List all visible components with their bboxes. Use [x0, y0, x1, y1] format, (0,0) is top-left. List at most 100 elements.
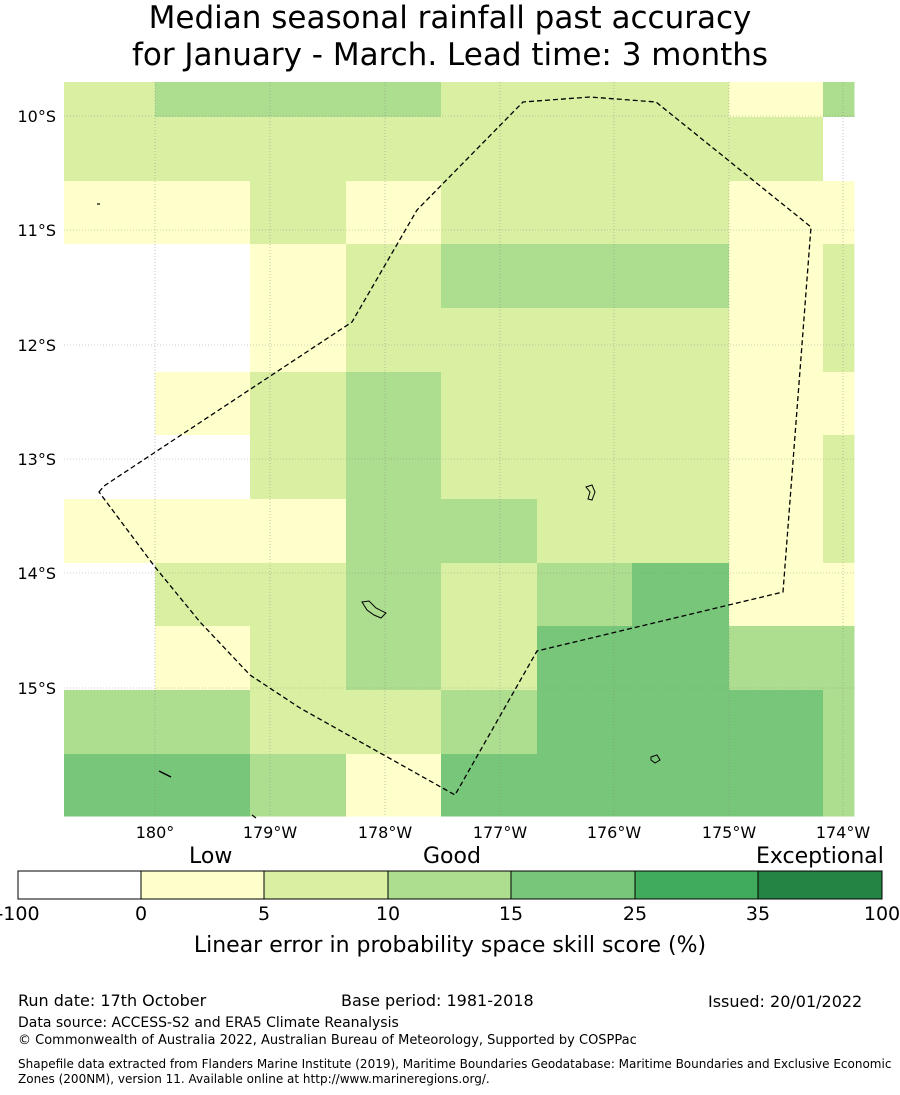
- grid-cell: [155, 563, 251, 627]
- grid-cell: [346, 372, 442, 436]
- colorbar-segment: [387, 870, 512, 900]
- grid-cell: [155, 308, 251, 373]
- grid-cell: [250, 372, 347, 436]
- grid-cell: [729, 435, 824, 500]
- longitude-label: 178°W: [358, 823, 413, 840]
- grid-cell: [64, 244, 156, 309]
- island-outline: [251, 814, 257, 819]
- grid-cell: [729, 117, 824, 182]
- colorbar-word-low: Low: [189, 844, 233, 869]
- colorbar-tick-label: 15: [498, 903, 524, 925]
- grid-cell: [823, 499, 855, 564]
- latitude-labels: 10°S 11°S 12°S 13°S 14°S 15°S: [17, 107, 56, 698]
- longitude-label: 180°: [136, 823, 175, 840]
- grid-cell: [250, 82, 347, 118]
- grid-cell: [155, 499, 251, 564]
- grid-cell: [537, 563, 633, 627]
- grid-cell: [441, 754, 538, 817]
- base-period: Base period: 1981-2018: [341, 991, 534, 1010]
- grid-cell: [823, 626, 855, 691]
- grid-cell: [823, 181, 855, 245]
- grid-cell: [64, 372, 156, 436]
- grid-cell: [729, 690, 824, 755]
- grid-cell: [823, 563, 855, 627]
- grid-cell: [632, 117, 730, 182]
- grid-cell: [729, 308, 824, 373]
- colorbar-word-exceptional: Exceptional: [756, 844, 884, 869]
- grid-cell: [537, 372, 633, 436]
- grid-cell: [729, 754, 824, 817]
- colorbar-tick-label: 100: [863, 903, 900, 925]
- longitude-label: 176°W: [587, 823, 642, 840]
- skill-grid: [64, 82, 855, 817]
- grid-cell: [632, 181, 730, 245]
- grid-cell: [346, 244, 442, 309]
- longitude-labels: 180° 179°W 178°W 177°W 176°W 175°W 174°W: [136, 823, 871, 840]
- title-line-1: Median seasonal rainfall past accuracy: [148, 0, 752, 36]
- grid-cell: [441, 690, 538, 755]
- colorbar-segment: [757, 870, 883, 900]
- land-outlines: [97, 203, 661, 819]
- grid-cell: [441, 626, 538, 691]
- colorbar-segment: [140, 870, 265, 900]
- grid-cell: [537, 690, 633, 755]
- grid-cell: [250, 690, 347, 755]
- colorbar-segment: [510, 870, 636, 900]
- grid-cell: [823, 308, 855, 373]
- latitude-label: 14°S: [17, 564, 56, 583]
- grid-cell: [64, 626, 156, 691]
- grid-cell: [441, 181, 538, 245]
- latitude-label: 13°S: [17, 450, 56, 469]
- grid-cell: [155, 244, 251, 309]
- grid-cell: [64, 563, 156, 627]
- colorbar-tick-label: 35: [745, 903, 771, 925]
- grid-cell: [346, 626, 442, 691]
- longitude-label: 179°W: [243, 823, 298, 840]
- map-title: Median seasonal rainfall past accuracy f…: [0, 0, 900, 74]
- grid-cell: [729, 244, 824, 309]
- grid-cell: [729, 181, 824, 245]
- grid-cell: [64, 754, 156, 817]
- colorbar-label: Linear error in probability space skill …: [193, 933, 707, 958]
- grid-cell: [632, 308, 730, 373]
- grid-cell: [250, 499, 347, 564]
- colorbar-tick-label: 25: [622, 903, 648, 925]
- grid-cell: [441, 499, 538, 564]
- island-outline: [361, 600, 387, 619]
- latitude-label: 11°S: [17, 221, 56, 240]
- grid-cell: [537, 82, 633, 118]
- grid-cell: [346, 82, 442, 118]
- grid-cell: [250, 754, 347, 817]
- grid-cell: [155, 117, 251, 182]
- grid-cell: [250, 117, 347, 182]
- island-outline: [650, 754, 661, 764]
- grid-cell: [155, 181, 251, 245]
- grid-cell: [155, 435, 251, 500]
- grid-cell: [250, 563, 347, 627]
- grid-cell: [632, 372, 730, 436]
- grid-cell: [729, 499, 824, 564]
- grid-cell: [537, 244, 633, 309]
- grid-cell: [441, 244, 538, 309]
- grid-cell: [155, 690, 251, 755]
- grid-cell: [823, 82, 855, 118]
- grid-cell: [250, 181, 347, 245]
- grid-cell: [64, 499, 156, 564]
- eez-boundary: [98, 96, 812, 796]
- grid-cell: [346, 499, 442, 564]
- grid-cell: [632, 499, 730, 564]
- graticule: [64, 82, 854, 816]
- grid-cell: [823, 435, 855, 500]
- grid-cell: [823, 244, 855, 309]
- grid-cell: [441, 308, 538, 373]
- latitude-label: 10°S: [17, 107, 56, 126]
- longitude-label: 174°W: [816, 823, 871, 840]
- grid-cell: [441, 563, 538, 627]
- grid-cell: [441, 117, 538, 182]
- grid-cell: [64, 435, 156, 500]
- colorbar-tick-label: 0: [134, 903, 148, 925]
- grid-cell: [64, 82, 156, 118]
- grid-cell: [823, 754, 855, 817]
- grid-cell: [250, 308, 347, 373]
- grid-cell: [155, 626, 251, 691]
